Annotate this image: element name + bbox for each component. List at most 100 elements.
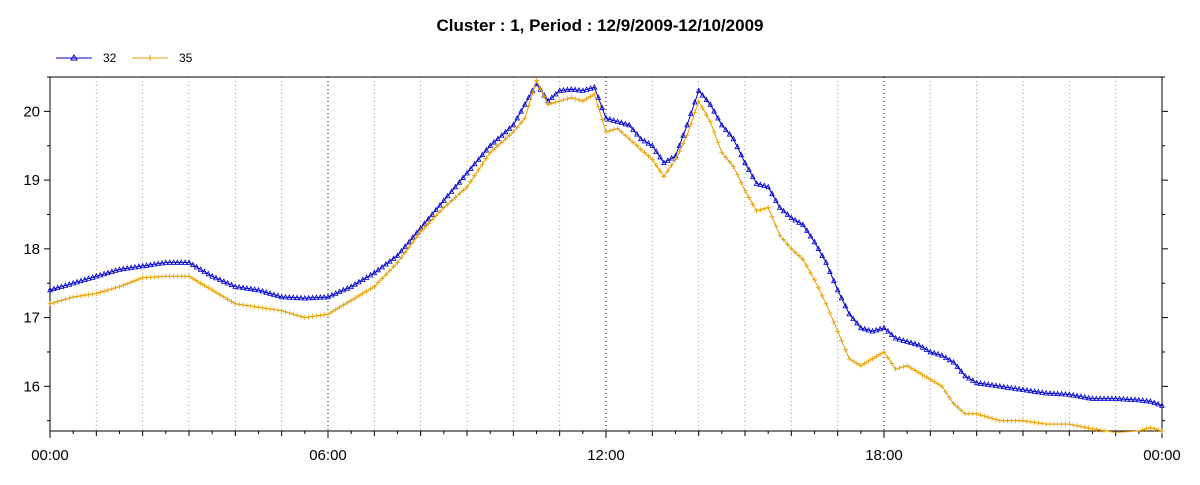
data-point-35 xyxy=(974,411,980,417)
data-point-35 xyxy=(136,276,142,282)
data-point-32 xyxy=(684,121,690,128)
data-point-32 xyxy=(66,281,73,287)
data-point-35 xyxy=(240,302,246,308)
data-point-35 xyxy=(395,260,400,266)
data-point-32 xyxy=(742,159,748,166)
data-point-35 xyxy=(827,310,833,316)
data-point-32 xyxy=(726,130,733,137)
data-point-35 xyxy=(680,140,686,146)
data-point-32 xyxy=(776,204,783,210)
data-point-32 xyxy=(784,211,791,217)
data-point-32 xyxy=(753,180,760,186)
data-point-35 xyxy=(503,136,509,142)
data-point-32 xyxy=(1008,384,1015,391)
data-point-35 xyxy=(800,256,806,262)
data-point-35 xyxy=(236,301,242,307)
data-point-32 xyxy=(993,382,999,388)
data-point-32 xyxy=(1078,393,1084,399)
data-point-32 xyxy=(738,151,744,158)
data-point-35 xyxy=(340,302,346,308)
data-point-32 xyxy=(101,270,107,277)
data-point-32 xyxy=(475,156,482,162)
data-point-35 xyxy=(935,381,941,387)
data-point-35 xyxy=(649,157,655,162)
data-point-35 xyxy=(229,299,234,304)
data-point-35 xyxy=(618,129,624,135)
data-point-32 xyxy=(1135,396,1142,403)
data-point-35 xyxy=(252,304,258,310)
data-point-35 xyxy=(298,313,304,319)
data-point-35 xyxy=(707,119,713,125)
data-point-35 xyxy=(47,301,53,307)
data-point-32 xyxy=(811,238,818,245)
data-point-35 xyxy=(877,351,883,357)
data-point-32 xyxy=(807,232,814,239)
data-point-32 xyxy=(502,128,509,135)
data-point-32 xyxy=(757,181,764,187)
data-point-35 xyxy=(603,129,609,135)
data-point-32 xyxy=(904,338,911,344)
data-point-32 xyxy=(62,282,69,288)
data-point-32 xyxy=(637,135,644,142)
data-point-35 xyxy=(105,287,111,293)
data-point-32 xyxy=(437,201,443,208)
data-point-32 xyxy=(969,377,976,383)
data-point-35 xyxy=(1151,426,1157,432)
data-point-32 xyxy=(981,380,988,387)
data-point-35 xyxy=(572,96,578,102)
data-point-32 xyxy=(1031,388,1038,394)
data-point-32 xyxy=(607,116,613,122)
data-point-32 xyxy=(1124,396,1131,402)
data-point-35 xyxy=(526,103,532,109)
data-point-32 xyxy=(537,86,544,92)
data-point-35 xyxy=(792,249,798,255)
chart-title: Cluster : 1, Period : 12/9/2009-12/10/20… xyxy=(437,16,764,35)
data-point-32 xyxy=(456,179,463,185)
data-point-32 xyxy=(278,293,285,300)
data-point-32 xyxy=(498,132,505,138)
data-point-35 xyxy=(777,232,783,238)
data-point-32 xyxy=(973,379,980,386)
data-point-35 xyxy=(398,254,404,260)
data-point-35 xyxy=(1024,418,1030,424)
data-point-32 xyxy=(962,372,968,379)
data-point-32 xyxy=(514,114,521,121)
data-point-35 xyxy=(769,214,775,220)
series-35 xyxy=(47,77,1165,434)
data-point-32 xyxy=(1062,390,1069,397)
data-point-35 xyxy=(1097,427,1103,433)
data-point-32 xyxy=(614,118,621,124)
data-point-35 xyxy=(437,209,443,215)
data-point-35 xyxy=(1101,428,1107,434)
data-point-35 xyxy=(70,294,76,300)
data-point-32 xyxy=(78,277,84,284)
data-point-35 xyxy=(981,413,987,419)
data-point-32 xyxy=(950,358,957,365)
data-point-35 xyxy=(900,364,906,370)
data-point-32 xyxy=(715,114,721,121)
data-point-35 xyxy=(86,292,92,298)
data-point-35 xyxy=(271,307,277,313)
data-point-35 xyxy=(788,246,794,252)
data-point-35 xyxy=(908,365,914,371)
data-point-32 xyxy=(209,272,216,279)
data-point-32 xyxy=(703,96,710,103)
data-point-35 xyxy=(746,194,752,200)
data-point-32 xyxy=(939,352,945,358)
data-point-32 xyxy=(105,269,111,276)
data-point-32 xyxy=(1155,400,1161,407)
data-point-32 xyxy=(773,197,779,203)
data-point-32 xyxy=(718,121,725,128)
data-point-32 xyxy=(877,325,883,332)
data-point-32 xyxy=(510,121,517,128)
data-point-35 xyxy=(873,354,879,359)
data-point-35 xyxy=(456,191,462,197)
data-point-32 xyxy=(217,276,223,283)
y-tick-label: 19 xyxy=(23,172,40,189)
data-point-35 xyxy=(889,360,895,366)
data-point-32 xyxy=(81,276,88,283)
data-point-35 xyxy=(495,143,501,149)
data-point-35 xyxy=(344,300,350,306)
data-point-32 xyxy=(506,125,513,131)
data-point-32 xyxy=(124,264,131,271)
